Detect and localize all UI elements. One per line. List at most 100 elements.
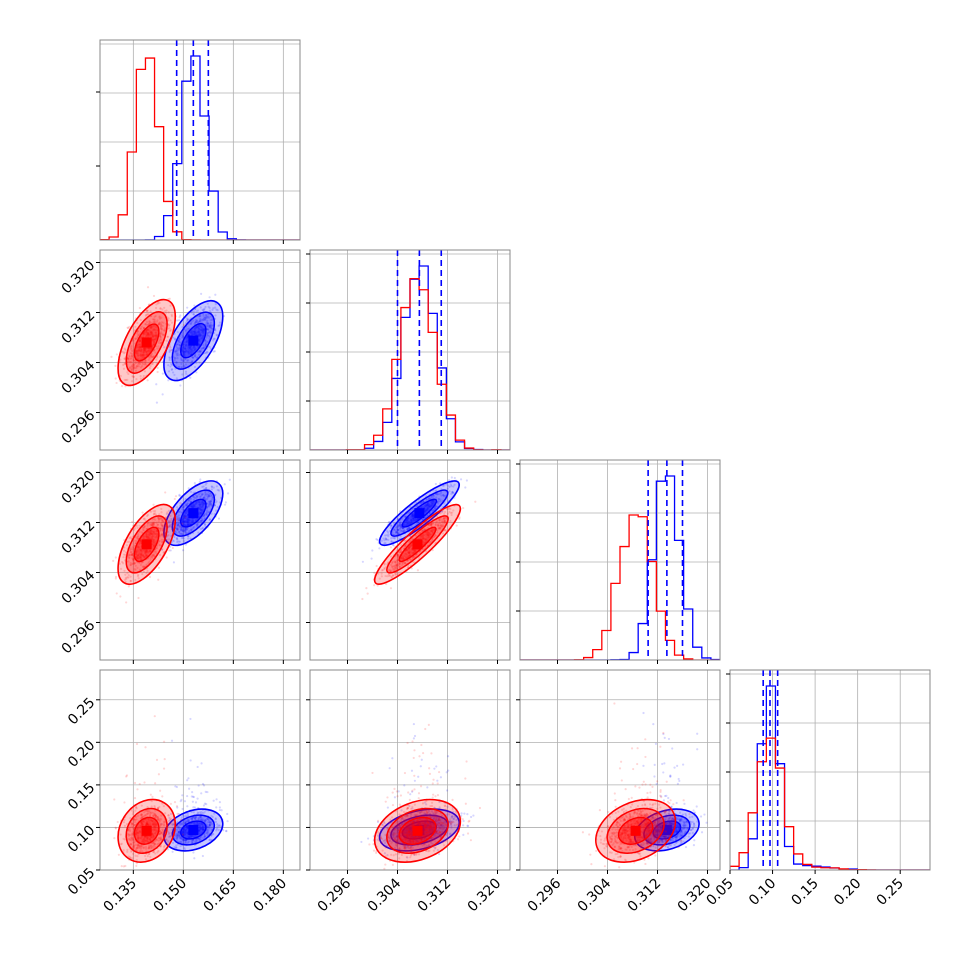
scatter-point [209,502,212,505]
scatter-point [200,325,203,329]
scatter-point [169,304,172,307]
scatter-point [175,352,178,355]
scatter-point [159,332,162,335]
scatter-point [193,481,196,485]
scatter-point [143,349,146,352]
scatter-point [204,491,207,494]
scatter-point [209,324,213,327]
scatter-point [179,528,182,531]
scatter-point [199,325,202,328]
scatter-point [114,377,117,380]
scatter-point [176,527,179,530]
scatter-point [182,364,185,367]
scatter-point [155,336,158,340]
panel-0-0 [96,39,301,244]
scatter-point [154,331,158,335]
scatter-point [133,359,136,362]
scatter-point [187,333,190,336]
scatter-point [198,332,201,335]
scatter-point [152,328,156,331]
scatter-point [140,354,143,357]
scatter-point [209,499,213,503]
scatter-point [136,344,139,347]
scatter-point [189,322,192,325]
scatter-point [225,830,228,833]
scatter-point [170,368,173,371]
scatter-point [151,356,155,359]
scatter-point [176,517,179,520]
scatter-point [199,511,202,515]
scatter-point [202,334,205,337]
scatter-point [196,325,199,329]
scatter-point [138,338,141,341]
scatter-point [151,333,154,336]
scatter-point [186,805,189,808]
scatter-point [176,352,179,355]
scatter-point [214,303,217,306]
scatter-point [151,334,154,337]
scatter-point [156,366,159,369]
scatter-point [373,584,376,587]
scatter-point [147,328,150,331]
scatter-point [202,314,205,317]
scatter-point [200,331,204,334]
scatter-point [130,354,134,358]
density-peak-blue [188,335,199,346]
scatter-point [186,327,189,331]
scatter-point [209,318,212,322]
scatter-point [130,348,133,351]
scatter-point [197,353,201,356]
scatter-point [196,331,200,334]
scatter-point [167,324,171,327]
scatter-point [177,339,180,342]
scatter-point [170,313,173,316]
scatter-point [204,523,207,526]
scatter-point [210,485,213,488]
scatter-point [204,339,207,343]
scatter-point [128,355,131,358]
scatter-point [198,342,201,346]
scatter-point [186,509,189,512]
scatter-point [192,346,196,349]
scatter-point [144,314,147,317]
scatter-point [211,327,214,331]
scatter-point [207,305,210,308]
scatter-point [206,509,209,512]
scatter-point [194,330,197,333]
scatter-point [152,318,156,321]
scatter-point [198,331,201,334]
scatter-point [173,359,176,362]
scatter-point [192,498,195,501]
scatter-point [141,354,144,357]
scatter-point [189,331,193,334]
scatter-point [182,350,185,353]
scatter-point [154,306,158,310]
scatter-point [200,762,203,765]
scatter-point [119,374,122,378]
scatter-point [146,379,149,382]
scatter-point [140,348,143,352]
scatter-point [131,356,134,359]
scatter-point [136,349,139,352]
scatter-point [366,592,369,595]
scatter-point [143,331,146,334]
scatter-point [132,363,135,367]
scatter-point [178,525,181,528]
scatter-point [200,330,203,333]
scatter-point [149,354,153,357]
scatter-point [154,328,157,332]
scatter-point [208,326,211,329]
panel-content [100,250,300,450]
scatter-point [170,739,174,742]
scatter-point [180,532,184,536]
scatter-point [184,520,187,523]
scatter-point [199,495,203,498]
scatter-point [132,365,136,368]
scatter-point [184,363,188,366]
scatter-point [199,478,202,481]
scatter-point [203,802,207,805]
scatter-point [182,517,185,520]
scatter-point [204,318,207,321]
scatter-point [167,521,171,525]
